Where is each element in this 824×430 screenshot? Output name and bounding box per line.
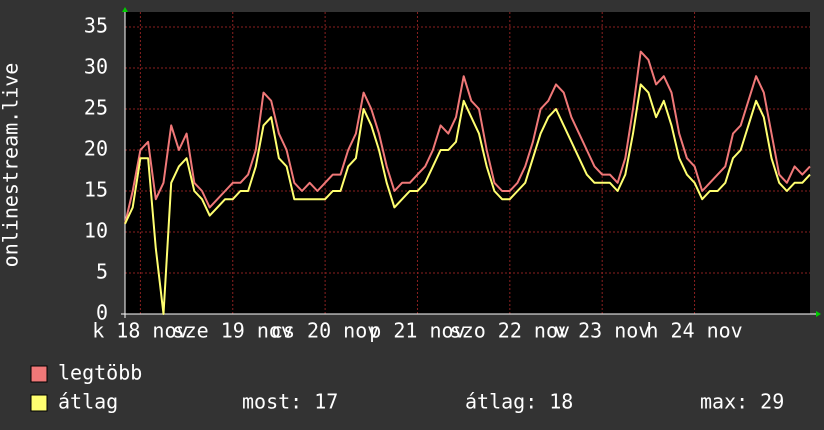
x-tick-label: h 24 nov xyxy=(646,319,742,343)
y-tick-label: 25 xyxy=(84,96,108,120)
x-tick-label: v 23 nov xyxy=(554,319,650,343)
y-tick-label: 15 xyxy=(84,178,108,202)
plot-area xyxy=(125,12,810,314)
legend-swatch xyxy=(30,365,48,383)
stat-label: most: xyxy=(242,390,302,414)
series-line xyxy=(124,83,811,315)
legend-swatch xyxy=(30,394,48,412)
stat-value: 29 xyxy=(760,390,784,414)
axis-arrow xyxy=(122,7,128,12)
stat-value: 17 xyxy=(314,390,338,414)
axis-arrow xyxy=(816,311,821,317)
y-tick-label: 35 xyxy=(84,14,108,38)
y-tick-label: 10 xyxy=(84,219,108,243)
x-tick-label: sze 19 nov xyxy=(173,319,293,343)
x-tick-label: cs 20 nov xyxy=(271,319,379,343)
y-tick-label: 0 xyxy=(96,301,108,325)
stat-value: 18 xyxy=(549,390,573,414)
y-axis-label: onlinestream.live xyxy=(0,63,23,268)
x-tick-label: szo 22 nov xyxy=(450,319,570,343)
stat-label: max: xyxy=(700,390,748,414)
y-tick-label: 30 xyxy=(84,55,108,79)
x-tick-label: k 18 nov xyxy=(92,319,188,343)
legend-label: átlag xyxy=(58,390,118,414)
y-tick-label: 5 xyxy=(96,260,108,284)
series-line xyxy=(124,50,811,225)
stat-label: átlag: xyxy=(465,390,537,414)
x-tick-label: p 21 nov xyxy=(369,319,465,343)
legend-label: legtöbb xyxy=(58,361,142,385)
y-tick-label: 20 xyxy=(84,137,108,161)
